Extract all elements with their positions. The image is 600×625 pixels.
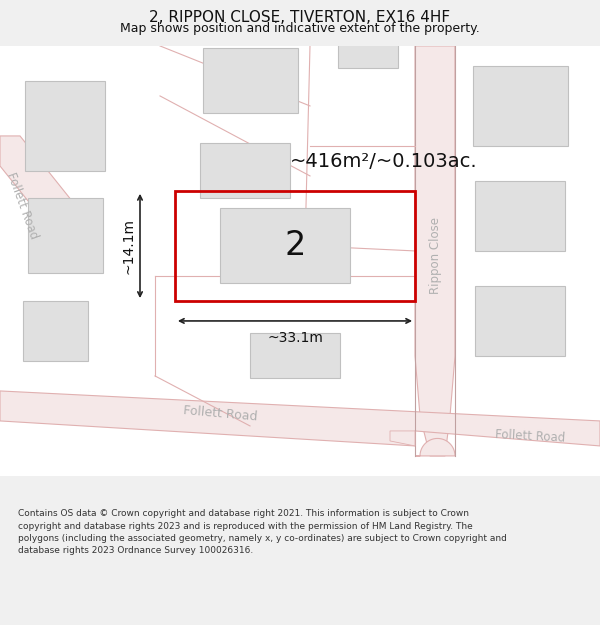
Text: Map shows position and indicative extent of the property.: Map shows position and indicative extent… — [120, 22, 480, 35]
Bar — [473, 66, 568, 146]
Bar — [203, 48, 298, 114]
Text: 2, RIPPON CLOSE, TIVERTON, EX16 4HF: 2, RIPPON CLOSE, TIVERTON, EX16 4HF — [149, 10, 451, 25]
Bar — [28, 199, 103, 274]
Bar — [200, 143, 290, 199]
Bar — [175, 191, 415, 301]
Polygon shape — [0, 136, 100, 266]
Text: Follett Road: Follett Road — [494, 428, 565, 444]
Text: ~416m²/~0.103ac.: ~416m²/~0.103ac. — [290, 152, 478, 171]
Polygon shape — [390, 431, 415, 446]
Text: Rippon Close: Rippon Close — [428, 217, 442, 294]
Text: Contains OS data © Crown copyright and database right 2021. This information is : Contains OS data © Crown copyright and d… — [18, 509, 507, 555]
Text: 2: 2 — [284, 229, 305, 262]
Bar — [475, 181, 565, 251]
Bar — [338, 44, 398, 68]
Bar — [475, 286, 565, 356]
Bar — [23, 301, 88, 361]
Text: Follett Road: Follett Road — [4, 171, 40, 241]
Text: ~33.1m: ~33.1m — [267, 331, 323, 345]
Polygon shape — [415, 46, 455, 456]
Polygon shape — [415, 439, 455, 456]
Text: ~14.1m: ~14.1m — [121, 218, 135, 274]
Polygon shape — [0, 391, 600, 446]
Bar — [250, 334, 340, 378]
Bar — [220, 209, 350, 284]
Bar — [25, 81, 105, 171]
Text: Follett Road: Follett Road — [182, 404, 257, 424]
